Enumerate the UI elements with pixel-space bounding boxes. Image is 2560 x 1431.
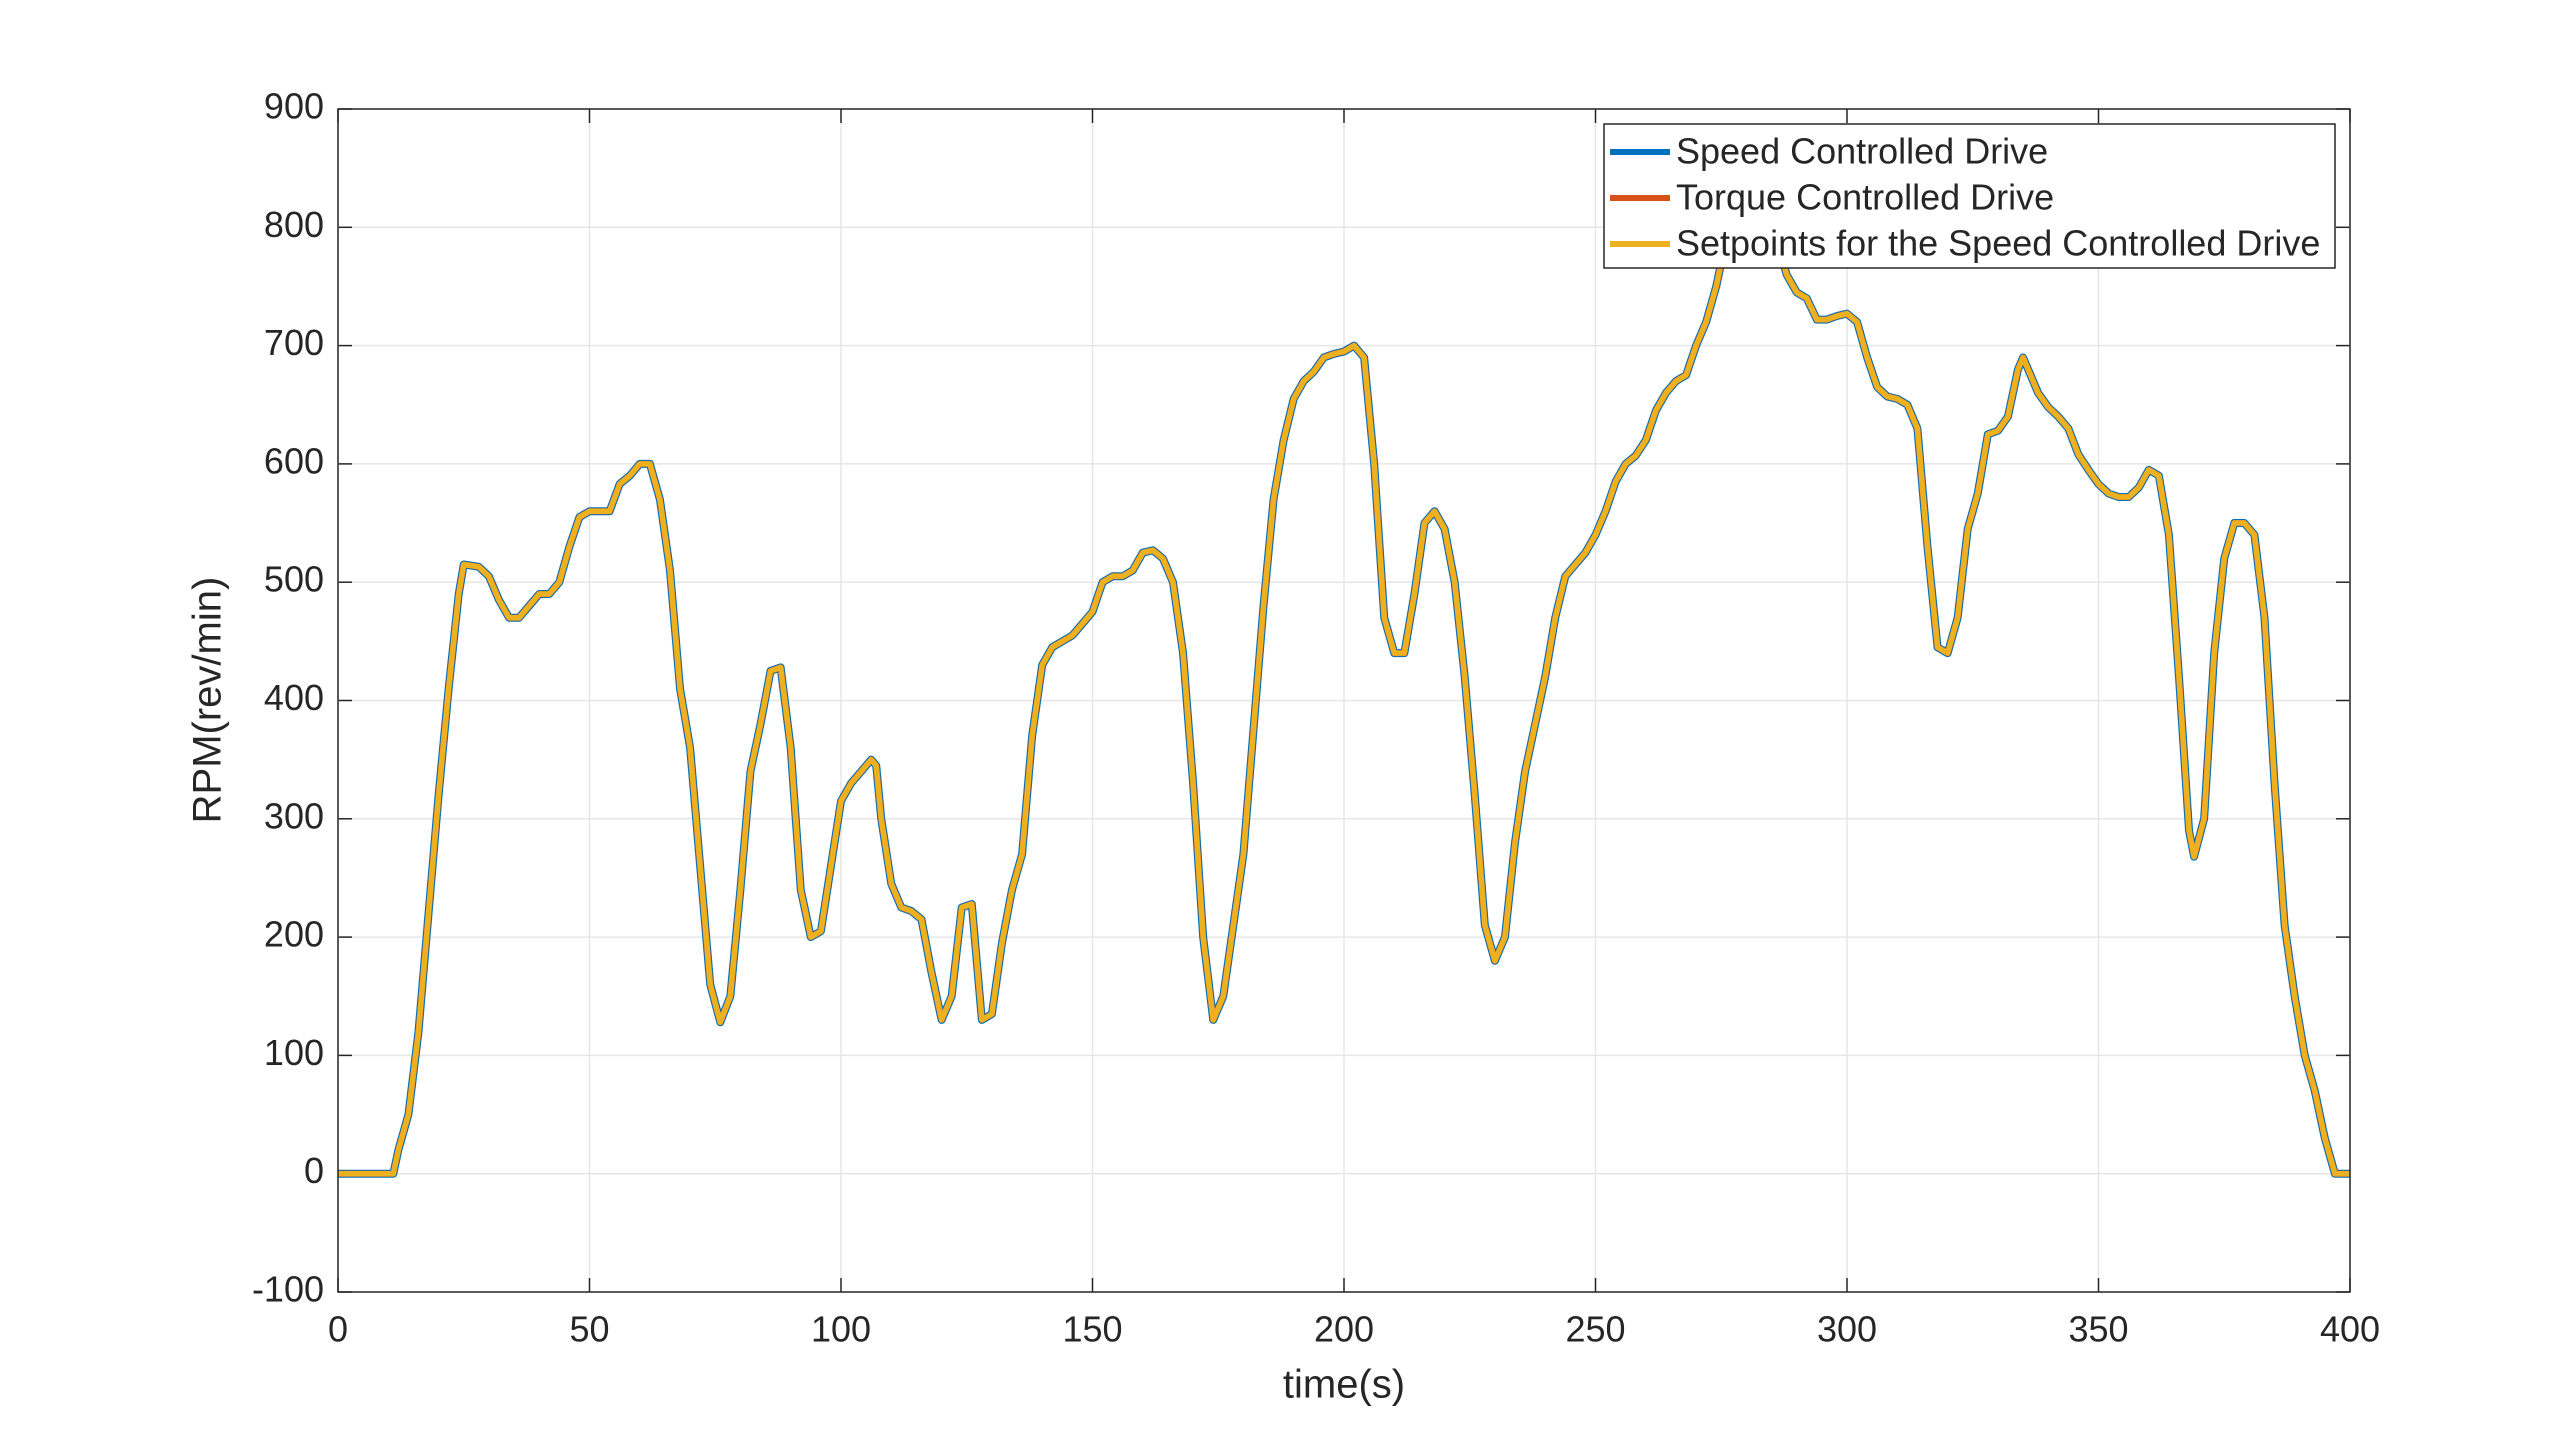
y-tick-label: 900 (264, 86, 324, 127)
y-tick-label: 800 (264, 204, 324, 245)
legend-label: Setpoints for the Speed Controlled Drive (1676, 223, 2320, 264)
x-tick-label: 400 (2320, 1309, 2380, 1350)
legend: Speed Controlled Drive Torque Controlled … (1603, 123, 2336, 269)
y-tick-label: 500 (264, 559, 324, 600)
y-tick-label: 300 (264, 795, 324, 836)
y-tick-label: 600 (264, 440, 324, 481)
y-tick-label: 400 (264, 677, 324, 718)
x-tick-label: 50 (569, 1309, 609, 1350)
plot-frame (337, 108, 2351, 1293)
x-tick-label: 300 (1817, 1309, 1877, 1350)
legend-label: Speed Controlled Drive (1676, 131, 2048, 172)
legend-box (1603, 123, 2336, 269)
y-tick-label: 0 (304, 1150, 324, 1191)
y-tick-label: 200 (264, 914, 324, 955)
y-tick-label: 700 (264, 322, 324, 363)
x-axis-label: time(s) (1283, 1363, 1405, 1407)
y-tick-label: -100 (252, 1269, 324, 1310)
data-line (338, 200, 2350, 1177)
x-tick-label: 250 (1565, 1309, 1625, 1350)
legend-label: Torque Controlled Drive (1676, 177, 2054, 218)
x-tick-label: 350 (2068, 1309, 2128, 1350)
y-tick-label: 100 (264, 1032, 324, 1073)
x-tick-label: 150 (1062, 1309, 1122, 1350)
x-tick-label: 100 (811, 1309, 871, 1350)
y-axis-label: RPM(rev/min) (186, 577, 230, 824)
x-tick-label: 200 (1314, 1309, 1374, 1350)
x-tick-label: 0 (328, 1309, 348, 1350)
